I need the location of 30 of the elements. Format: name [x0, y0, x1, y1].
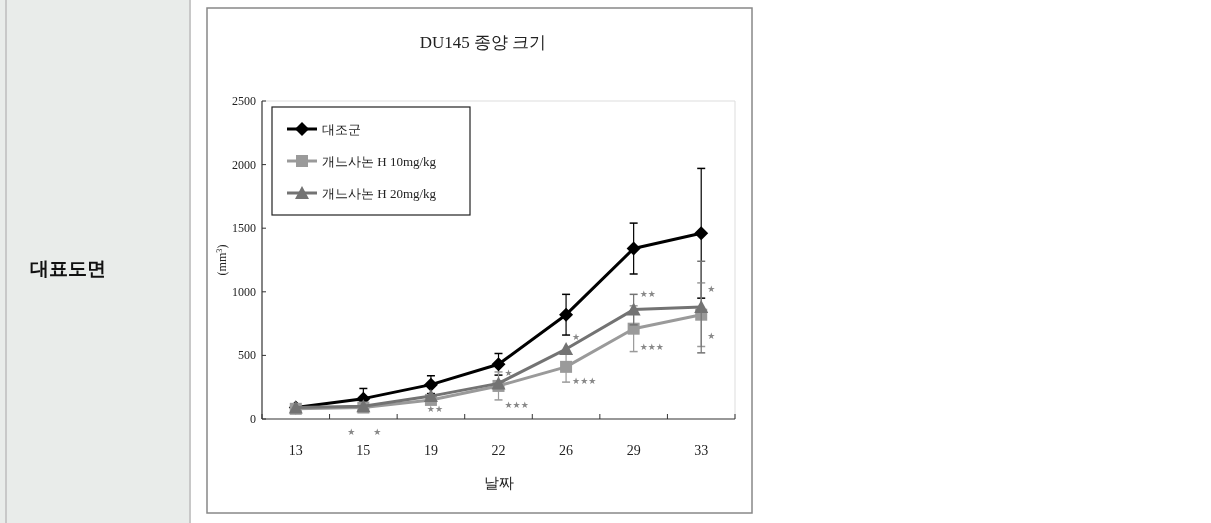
legend-label: 대조군 — [322, 122, 361, 137]
legend-label: 개느사논 H 20mg/kg — [322, 186, 437, 201]
annotation: ★ — [707, 331, 716, 342]
annotation: ★ — [707, 283, 716, 294]
legend-label: 개느사논 H 10mg/kg — [322, 154, 437, 169]
x-axis-title: 날짜 — [483, 475, 514, 491]
annotation: ★★ — [639, 289, 656, 300]
annotation: ★ — [572, 332, 581, 343]
annotation: ★★★ — [572, 375, 597, 386]
text: 대표도면 — [30, 257, 106, 279]
x-tick-label: 22 — [491, 443, 506, 458]
annotation: ★★★ — [504, 399, 529, 410]
x-tick-label: 13 — [288, 443, 303, 458]
y-tick-label: 1500 — [232, 221, 256, 236]
x-tick-label: 15 — [356, 443, 371, 458]
text: ★ — [373, 427, 382, 437]
y-tick-label: 1000 — [232, 284, 256, 299]
y-tick-label: 2000 — [232, 157, 256, 172]
annotation: ★★★ — [639, 342, 664, 353]
y-tick-label: 500 — [238, 348, 256, 363]
x-tick-label: 33 — [694, 443, 709, 458]
text: ★ — [347, 427, 356, 437]
x-tick-label: 19 — [423, 443, 438, 458]
x-tick-label: 26 — [559, 443, 574, 458]
annotation: ★★ — [426, 404, 443, 414]
y-tick-label: 2500 — [232, 94, 256, 108]
annotation: ★ — [504, 367, 513, 378]
x-tick-label: 29 — [626, 443, 641, 458]
chart-title: DU145 종양 크기 — [419, 33, 547, 52]
y-tick-label: 0 — [250, 412, 256, 426]
